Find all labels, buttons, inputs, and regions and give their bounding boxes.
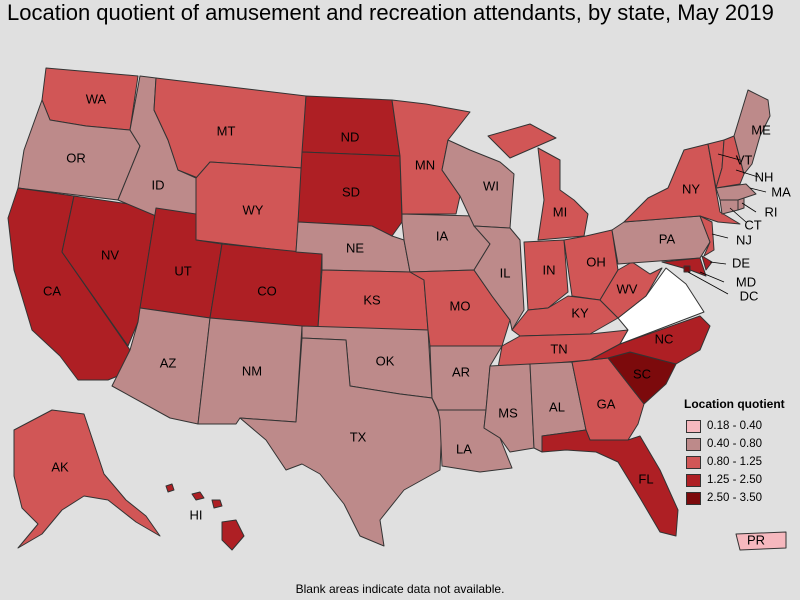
state-label-ar: AR (452, 364, 470, 379)
legend-item: 1.25 - 2.50 (684, 471, 798, 489)
state-label-wy: WY (243, 202, 264, 217)
state-dc[interactable] (683, 265, 691, 273)
state-label-ia: IA (436, 228, 449, 243)
legend-label: 0.18 - 0.40 (707, 420, 762, 432)
legend-label: 0.80 - 1.25 (707, 456, 762, 468)
state-label-ok: OK (376, 353, 395, 368)
state-label-id: ID (152, 177, 165, 192)
state-label-nc: NC (655, 331, 674, 346)
state-label-me: ME (751, 122, 771, 137)
footnote: Blank areas indicate data not available. (295, 582, 505, 596)
state-label-ne: NE (346, 240, 364, 255)
state-me[interactable] (733, 89, 771, 175)
legend-item: 0.18 - 0.40 (684, 417, 798, 435)
state-label-wv: WV (617, 281, 638, 296)
legend-item: 2.50 - 3.50 (684, 489, 798, 507)
map-title: Location quotient of amusement and recre… (7, 0, 774, 25)
legend-item: 0.40 - 0.80 (684, 435, 798, 453)
legend-swatch (686, 455, 701, 469)
state-label-vt: VT (736, 152, 753, 167)
state-label-ak: AK (51, 459, 69, 474)
state-label-ca: CA (43, 283, 61, 298)
state-label-nh: NH (755, 169, 774, 184)
state-label-ks: KS (363, 292, 381, 307)
state-label-az: AZ (160, 355, 177, 370)
legend: Location quotient 0.18 - 0.40 0.40 - 0.80… (684, 397, 798, 507)
state-label-nd: ND (341, 129, 360, 144)
state-label-ky: KY (571, 305, 589, 320)
legend-label: 0.40 - 0.80 (707, 438, 762, 450)
state-de[interactable] (701, 255, 713, 271)
state-fl[interactable] (541, 429, 679, 537)
state-label-sd: SD (342, 184, 360, 199)
state-nd[interactable] (301, 95, 401, 157)
state-label-nv: NV (101, 247, 119, 262)
state-label-de: DE (732, 255, 750, 270)
state-label-la: LA (456, 441, 472, 456)
legend-item: 0.80 - 1.25 (684, 453, 798, 471)
state-label-nj: NJ (736, 232, 752, 247)
state-ma[interactable] (715, 183, 757, 201)
state-label-tx: TX (350, 429, 367, 444)
state-hi[interactable] (165, 483, 245, 551)
state-va[interactable] (617, 267, 705, 345)
state-ny[interactable] (623, 143, 741, 225)
state-label-hi: HI (190, 507, 203, 522)
state-label-mi: MI (553, 204, 567, 219)
legend-title: Location quotient (684, 397, 785, 411)
state-nc[interactable] (589, 315, 711, 365)
legend-label: 2.50 - 3.50 (707, 492, 762, 504)
state-label-wi: WI (483, 178, 499, 193)
legend-swatch (686, 473, 701, 487)
state-label-mo: MO (450, 298, 471, 313)
legend-swatch (686, 419, 701, 433)
state-label-ct: CT (744, 217, 761, 232)
legend-swatch (686, 491, 701, 505)
state-tx[interactable] (239, 337, 443, 547)
state-label-sc: SC (633, 366, 651, 381)
state-nj[interactable] (699, 215, 715, 257)
state-label-oh: OH (586, 254, 606, 269)
state-label-ga: GA (597, 396, 616, 411)
state-label-ny: NY (682, 181, 700, 196)
state-label-ms: MS (498, 405, 518, 420)
state-label-or: OR (66, 150, 86, 165)
legend-label: 1.25 - 2.50 (707, 474, 762, 486)
state-il[interactable] (473, 225, 525, 331)
state-label-ut: UT (174, 263, 191, 278)
state-label-in: IN (543, 262, 556, 277)
state-label-al: AL (549, 399, 565, 414)
state-label-il: IL (500, 265, 511, 280)
legend-swatch (686, 437, 701, 451)
state-label-mt: MT (217, 123, 236, 138)
state-label-pa: PA (659, 231, 676, 246)
state-wv[interactable] (599, 261, 663, 319)
state-label-md: MD (736, 274, 756, 289)
state-label-nm: NM (242, 363, 262, 378)
state-label-wa: WA (86, 91, 107, 106)
state-label-ri: RI (765, 204, 778, 219)
state-ak[interactable] (13, 409, 161, 549)
state-label-pr: PR (747, 532, 765, 547)
state-label-ma: MA (771, 184, 791, 199)
state-ct[interactable] (719, 199, 739, 215)
state-in[interactable] (523, 239, 569, 311)
state-label-tn: TN (550, 341, 567, 356)
territory-pr[interactable] (735, 531, 787, 551)
state-mi[interactable] (487, 123, 589, 241)
state-label-fl: FL (638, 471, 653, 486)
state-label-dc: DC (740, 288, 759, 303)
state-wi[interactable] (441, 139, 515, 229)
state-label-co: CO (257, 283, 277, 298)
state-label-mn: MN (415, 157, 435, 172)
